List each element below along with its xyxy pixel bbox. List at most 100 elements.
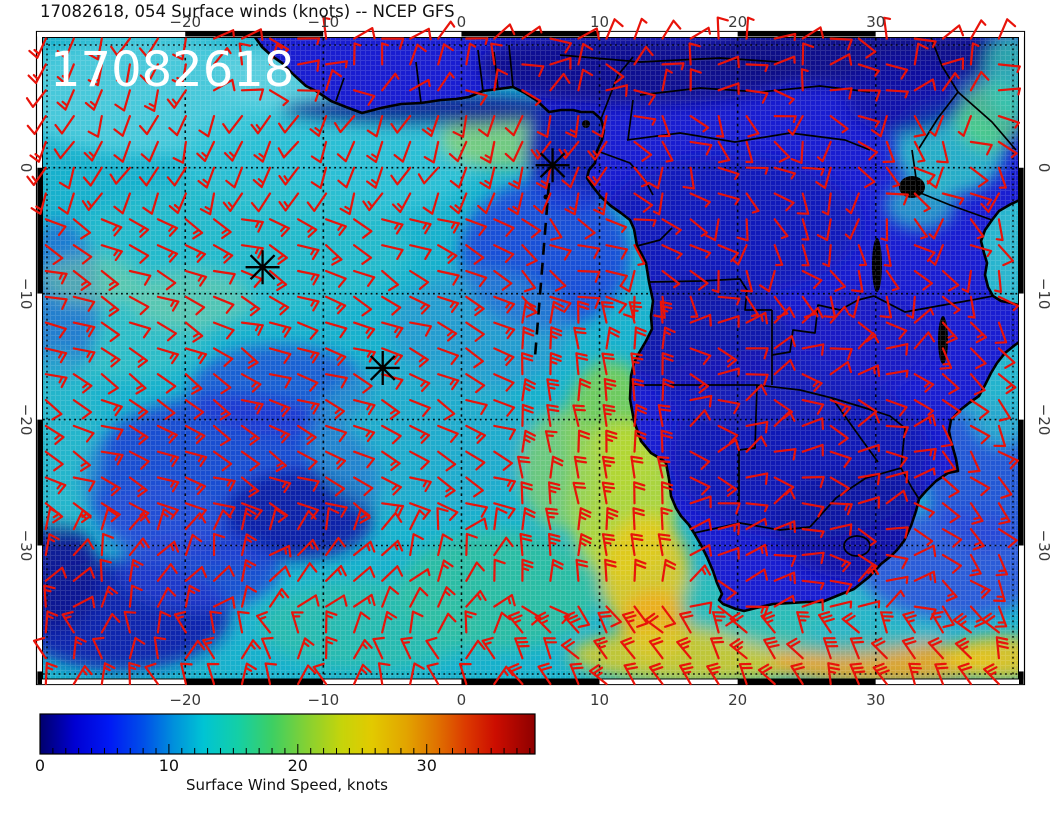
wind-barb — [796, 611, 810, 634]
wind-barb — [212, 218, 232, 240]
y-tick-label-right: 0 — [1035, 163, 1053, 173]
wind-barb — [312, 662, 328, 686]
wind-barb — [437, 424, 459, 443]
wind-barb — [353, 373, 373, 394]
wind-barb — [857, 115, 881, 128]
wind-barb — [941, 450, 956, 474]
wind-barb — [261, 636, 274, 660]
wind-barb — [212, 295, 235, 314]
wind-barb — [61, 610, 75, 634]
wind-barb — [957, 115, 972, 137]
wind-barb — [969, 399, 990, 420]
wind-barb — [689, 295, 699, 318]
wind-barb — [278, 166, 300, 186]
wind-barb — [565, 115, 580, 138]
wind-barb — [409, 586, 429, 608]
wind-barb — [493, 23, 516, 40]
wind-barb — [184, 295, 206, 316]
wind-barb — [72, 450, 91, 472]
wind-barb — [409, 373, 431, 392]
wind-barb — [829, 399, 852, 417]
wind-barb — [240, 662, 257, 686]
y-tick-label-right: −30 — [1035, 530, 1053, 562]
wind-barb — [72, 476, 96, 492]
wind-barb — [156, 610, 172, 634]
wind-barb — [689, 347, 712, 365]
wind-barb — [717, 55, 740, 69]
wind-barb — [437, 71, 455, 92]
x-tick-label-top: 20 — [728, 13, 747, 31]
wind-barb — [967, 295, 976, 319]
wind-barb — [297, 295, 320, 312]
wind-barb — [100, 399, 123, 417]
wind-barb — [773, 306, 796, 324]
wind-barb — [745, 568, 769, 582]
wind-barb — [929, 244, 944, 266]
wind-barb — [465, 517, 488, 531]
x-tick-label-bottom: −20 — [169, 691, 201, 709]
wind-barb — [297, 509, 317, 531]
wind-barb — [549, 455, 564, 479]
wind-barb — [994, 605, 1008, 628]
x-tick-label-top: 0 — [457, 13, 467, 31]
wind-barb — [817, 611, 835, 634]
wind-barb — [493, 68, 509, 92]
wind-barb — [56, 63, 75, 85]
wind-barb — [196, 140, 216, 162]
wind-barb — [465, 589, 487, 608]
wind-barb — [816, 140, 832, 163]
wind-barb — [240, 399, 264, 415]
wind-barb — [661, 326, 676, 350]
wind-barbs — [25, 16, 1021, 686]
wind-barb — [156, 424, 178, 444]
wind-barb — [885, 526, 909, 539]
wind-barb — [493, 295, 516, 314]
wind-barb — [577, 269, 601, 283]
colorbar-tick-label: 30 — [417, 756, 437, 775]
wind-barb — [773, 520, 796, 533]
wind-barb — [997, 528, 1018, 549]
wind-barb — [661, 605, 677, 628]
wind-barb — [763, 636, 780, 660]
wind-barb — [939, 347, 953, 370]
y-tick-label-right: −20 — [1035, 404, 1053, 436]
wind-barb — [409, 509, 425, 531]
wind-barb — [72, 595, 96, 609]
wind-barb — [536, 115, 552, 138]
wind-barb — [353, 269, 376, 287]
wind-barb — [353, 321, 376, 339]
wind-barb — [381, 539, 404, 557]
wind-barb — [689, 373, 709, 394]
wind-barb — [573, 455, 588, 479]
wind-barb — [72, 321, 96, 338]
wind-barb — [969, 321, 988, 344]
wind-barb — [353, 218, 373, 239]
wind-barb — [100, 662, 116, 686]
wind-barb — [325, 295, 347, 315]
colorbar-tick-labels: 0 10 20 30 — [35, 756, 437, 775]
wind-barb — [268, 507, 286, 531]
wind-barb — [957, 662, 973, 686]
wind-barb — [493, 424, 516, 441]
wind-barb — [801, 373, 823, 392]
wind-barb — [605, 507, 619, 531]
wind-barb — [409, 533, 424, 557]
wind-barb — [353, 27, 376, 40]
wind-barb — [689, 495, 712, 509]
wind-barb — [381, 502, 405, 517]
wind-barb — [325, 476, 346, 497]
wind-barb — [787, 115, 804, 136]
wind-barb — [591, 115, 608, 138]
wind-barb — [100, 269, 120, 291]
wind-barb — [144, 662, 159, 686]
wind-barb — [297, 244, 320, 261]
wind-barb — [223, 140, 244, 162]
wind-barb — [857, 600, 881, 609]
colorbar-tick-label: 20 — [288, 756, 308, 775]
wind-barb — [156, 321, 177, 342]
wind-barb — [941, 502, 961, 524]
wind-barb — [44, 321, 67, 339]
wind-barb — [297, 269, 320, 286]
wind-barb — [801, 218, 810, 241]
